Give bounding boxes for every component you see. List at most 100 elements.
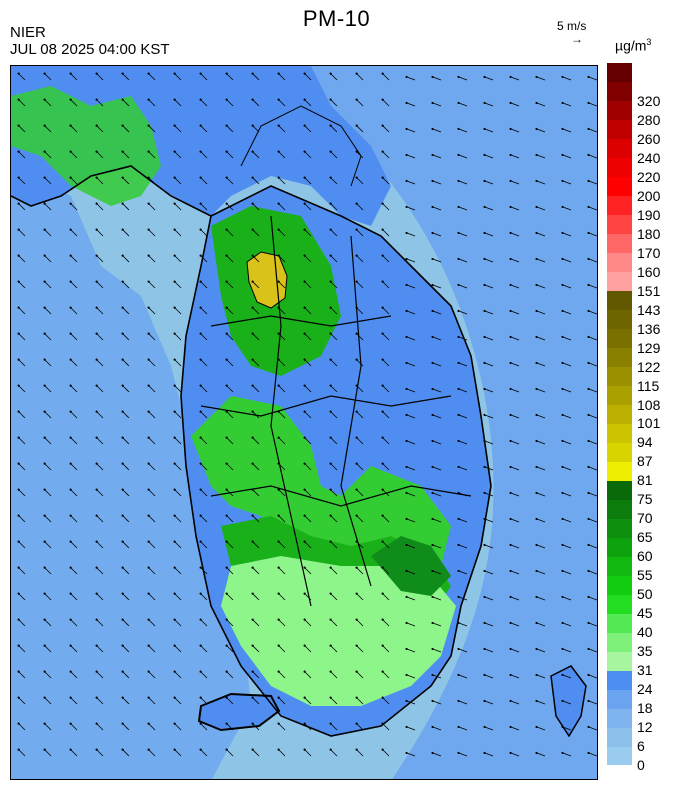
wind-arrow-head — [43, 488, 46, 491]
wind-arrow-head — [95, 644, 98, 647]
wind-arrow-head — [405, 101, 408, 105]
wind-arrow-head — [147, 358, 150, 361]
wind-arrow — [510, 752, 520, 757]
wind-arrow — [330, 697, 338, 705]
wind-arrow-head — [587, 699, 590, 703]
legend-swatch — [607, 252, 632, 273]
wind-arrow — [304, 671, 312, 679]
wind-arrow-head — [147, 722, 150, 725]
legend-label: 0 — [637, 757, 645, 773]
wind-arrow — [356, 203, 364, 211]
wind-arrow-head — [225, 462, 228, 465]
wind-arrow-head — [69, 124, 72, 127]
wind-arrow — [484, 232, 494, 237]
wind-arrow — [44, 619, 52, 627]
wind-arrow-head — [121, 540, 124, 543]
wind-arrow — [406, 154, 416, 159]
concentration-map[interactable] — [10, 65, 598, 780]
wind-arrow — [536, 154, 546, 159]
wind-arrow-head — [483, 569, 486, 573]
wind-arrow — [406, 258, 416, 263]
wind-arrow-head — [509, 231, 512, 235]
wind-arrow — [18, 515, 26, 523]
wind-arrow-head — [199, 618, 202, 621]
wind-arrow-head — [69, 670, 72, 673]
wind-arrow — [304, 307, 312, 315]
wind-arrow-head — [225, 644, 228, 647]
legend-swatch — [607, 63, 632, 83]
wind-arrow — [252, 125, 260, 133]
wind-arrow-head — [251, 540, 254, 543]
wind-arrow-head — [69, 358, 72, 361]
wind-arrow — [382, 203, 390, 211]
wind-arrow-head — [17, 98, 20, 101]
wind-arrow-head — [381, 540, 384, 543]
wind-arrow — [588, 622, 597, 627]
wind-arrow-head — [405, 179, 408, 183]
wind-arrow — [458, 284, 468, 289]
wind-arrow — [536, 180, 546, 185]
wind-arrow-head — [457, 387, 460, 391]
wind-arrow — [432, 232, 442, 237]
wind-arrow — [432, 388, 442, 393]
wind-arrow — [44, 515, 52, 523]
wind-arrow — [536, 310, 546, 315]
wind-arrow — [226, 99, 234, 107]
wind-arrow-head — [457, 465, 460, 469]
wind-arrow — [356, 125, 364, 133]
wind-arrow-head — [17, 254, 20, 257]
wind-arrow — [174, 567, 182, 575]
wind-arrow-head — [95, 410, 98, 413]
wind-arrow-head — [329, 280, 332, 283]
wind-vector-field — [17, 72, 597, 757]
wind-arrow — [382, 645, 390, 653]
wind-arrow-head — [561, 491, 564, 495]
wind-arrow — [18, 437, 26, 445]
wind-arrow — [484, 492, 494, 497]
wind-arrow-head — [251, 696, 254, 699]
wind-arrow-head — [405, 569, 408, 573]
wind-arrow — [96, 73, 104, 81]
wind-arrow-head — [355, 306, 358, 309]
legend-swatch — [607, 233, 632, 254]
wind-arrow — [18, 489, 26, 497]
wind-arrow-head — [561, 309, 564, 313]
wind-arrow — [148, 151, 156, 159]
wind-arrow-head — [173, 176, 176, 179]
wind-arrow — [382, 671, 390, 679]
wind-arrow — [536, 206, 546, 211]
wind-arrow-head — [483, 621, 486, 625]
wind-arrow — [226, 203, 234, 211]
wind-arrow — [382, 541, 390, 549]
wind-arrow — [174, 541, 182, 549]
wind-arrow — [148, 515, 156, 523]
wind-arrow-head — [431, 335, 434, 339]
wind-arrow — [588, 284, 597, 289]
wind-arrow-head — [329, 410, 332, 413]
wind-arrow — [562, 622, 572, 627]
wind-arrow-head — [173, 462, 176, 465]
wind-arrow — [562, 76, 572, 81]
wind-arrow — [226, 411, 234, 419]
wind-arrow — [148, 177, 156, 185]
wind-arrow-head — [199, 540, 202, 543]
wind-arrow-head — [509, 647, 512, 651]
wind-arrow — [562, 284, 572, 289]
wind-arrow — [278, 73, 286, 81]
wind-arrow-head — [561, 101, 564, 105]
wind-arrow-head — [121, 696, 124, 699]
wind-arrow — [278, 281, 286, 289]
wind-arrow-head — [147, 124, 150, 127]
wind-arrow — [562, 726, 572, 731]
wind-arrow — [484, 622, 494, 627]
wind-arrow — [562, 414, 572, 419]
wind-arrow-head — [199, 410, 202, 413]
wind-arrow — [148, 697, 156, 705]
wind-arrow-head — [405, 595, 408, 599]
wind-arrow-head — [587, 335, 590, 339]
wind-arrow-head — [509, 257, 512, 261]
wind-arrow-head — [69, 150, 72, 153]
wind-arrow-head — [355, 696, 358, 699]
wind-arrow-head — [405, 751, 408, 755]
wind-arrow — [356, 359, 364, 367]
